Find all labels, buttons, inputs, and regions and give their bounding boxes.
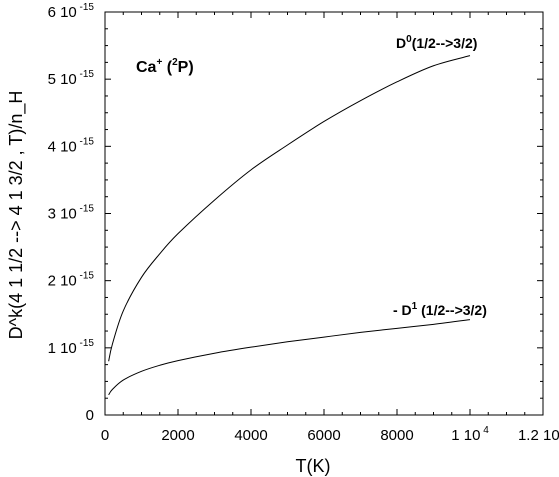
- series-label-d1: - D1 (1/2-->3/2): [393, 301, 487, 318]
- y-axis-title: D^k(4 1 1/2 --> 4 1 3/2 , T)/n_H: [6, 91, 27, 340]
- x-tick-label: 2000: [161, 427, 194, 444]
- x-tick-label: 1 10 4: [451, 425, 489, 444]
- y-axis: 0 1 10 -15 2 10 -15 3 10 -15 4 10 -15 5 10 -1…: [48, 2, 543, 424]
- series-group: [108, 55, 471, 396]
- species-annotation: Ca+ (2P): [136, 57, 194, 76]
- x-axis: 0 2000 4000 6000 8000 1 10 4 1.2 10 4: [101, 12, 559, 444]
- y-tick-label: 4 10 -15: [48, 136, 95, 155]
- x-tick-label: 8000: [380, 427, 413, 444]
- y-tick-label: 6 10 -15: [48, 2, 95, 21]
- x-tick-label: 0: [101, 427, 109, 444]
- series-label-d0: D0(1/2-->3/2): [396, 34, 477, 51]
- y-tick-label: 5 10 -15: [48, 69, 95, 88]
- x-tick-label: 6000: [307, 427, 340, 444]
- y-tick-label: 1 10 -15: [48, 338, 95, 357]
- series-line-d1: [108, 319, 471, 396]
- y-tick-label: 0: [86, 407, 94, 424]
- x-tick-label: 1.2 10 4: [518, 425, 559, 444]
- y-tick-label: 3 10 -15: [48, 204, 95, 223]
- x-axis-title: T(K): [296, 456, 331, 476]
- y-tick-label: 2 10 -15: [48, 271, 95, 290]
- series-line-d0: [108, 55, 471, 362]
- x-tick-label: 4000: [234, 427, 267, 444]
